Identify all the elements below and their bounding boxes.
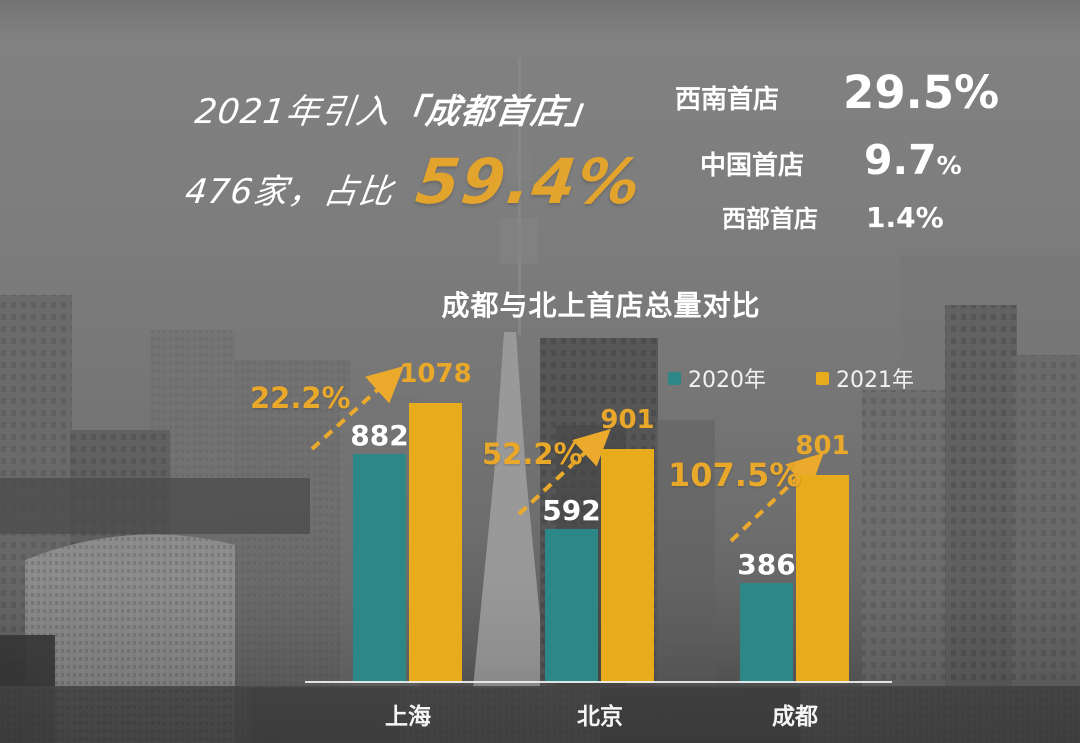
bar-chengdu-2020	[740, 583, 793, 683]
legend-swatch-2020-icon	[668, 371, 681, 385]
stat-row-china: 中国首店 9.7 %	[700, 136, 962, 184]
heading-line2: 476家，占比 59.4%	[182, 145, 646, 218]
heading-line1: 2021年引入「成都首店」	[193, 92, 653, 133]
stat-row-southwest: 西南首店 29.5 %	[675, 66, 999, 119]
stat-label: 中国首店	[700, 151, 805, 181]
value-label-chengdu-2020: 386	[737, 548, 796, 581]
bar-beijing-2020	[545, 529, 598, 683]
bar-shanghai-2020	[353, 454, 406, 683]
heading-line1-highlight: 「成都首店」	[388, 92, 604, 132]
x-axis-line	[305, 681, 892, 683]
growth-label-shanghai: 22.2%	[250, 381, 351, 415]
main-heading: 2021年引入「成都首店」 476家，占比 59.4%	[182, 92, 652, 218]
growth-label-chengdu: 107.5%	[668, 456, 802, 494]
stat-label: 西部首店	[722, 205, 818, 233]
x-axis-label-beijing: 北京	[577, 704, 623, 730]
x-axis-label-chengdu: 成都	[772, 704, 818, 730]
stat-unit: %	[954, 66, 1000, 119]
chart-title: 成都与北上首店总量对比	[441, 289, 761, 322]
stat-row-west: 西部首店 1.4 %	[722, 199, 944, 234]
x-axis-label-shanghai: 上海	[385, 704, 431, 730]
legend-item-2021: 2021年	[816, 362, 914, 394]
value-label-shanghai-2020: 882	[350, 419, 409, 452]
stat-label: 西南首店	[675, 85, 780, 115]
value-label-chengdu-2021: 801	[795, 431, 850, 461]
heading-percentage-value: 59.4%	[412, 144, 647, 218]
bar-chengdu-2021	[796, 475, 849, 683]
stat-unit: %	[915, 201, 944, 234]
stat-value: 1.4	[866, 201, 916, 234]
stat-unit: %	[936, 151, 962, 180]
value-label-beijing-2021: 901	[600, 405, 655, 435]
growth-label-beijing: 52.2%	[482, 437, 583, 471]
value-label-beijing-2020: 592	[542, 494, 601, 527]
stat-value: 29.5	[843, 66, 955, 119]
legend-label-2021: 2021年	[836, 368, 914, 393]
stat-value: 9.7	[864, 136, 937, 184]
bar-shanghai-2021	[409, 403, 462, 683]
heading-line2-prefix: 476家，占比	[183, 171, 396, 212]
legend-swatch-2021-icon	[816, 371, 829, 385]
heading-line1-prefix: 2021年引入	[192, 92, 394, 132]
value-label-shanghai-2021: 1078	[399, 359, 472, 389]
legend-label-2020: 2020年	[688, 368, 766, 393]
chart-legend: 2020年 2021年	[668, 362, 914, 394]
legend-item-2020: 2020年	[668, 362, 766, 394]
bar-beijing-2021	[601, 449, 654, 683]
